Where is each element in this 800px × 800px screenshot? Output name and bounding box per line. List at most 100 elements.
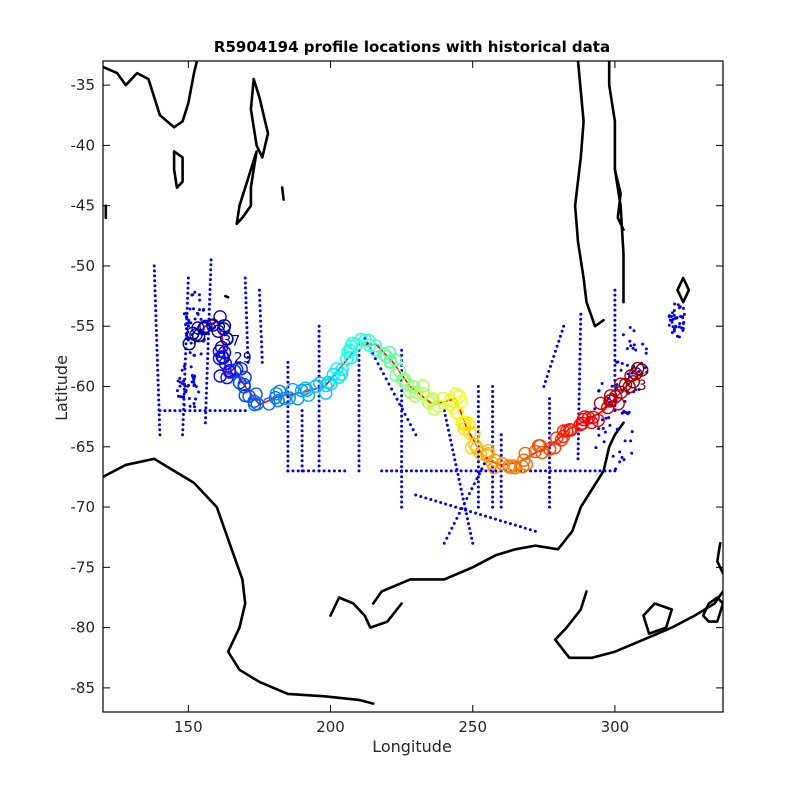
historical-point <box>553 349 557 353</box>
historical-point <box>207 307 211 311</box>
historical-point <box>400 449 404 453</box>
historical-point <box>317 459 321 463</box>
historical-point <box>178 376 182 380</box>
historical-point <box>245 336 249 340</box>
historical-point <box>156 368 160 372</box>
historical-point <box>153 289 157 293</box>
historical-point <box>548 402 551 405</box>
historical-point <box>177 394 180 398</box>
profile-marker <box>626 375 640 389</box>
historical-point <box>382 372 385 376</box>
historical-point <box>613 293 617 297</box>
historical-point <box>491 440 495 444</box>
profile-marker <box>309 379 323 393</box>
historical-point <box>357 394 361 397</box>
historical-point <box>301 469 305 473</box>
historical-point <box>332 469 336 473</box>
historical-point <box>208 283 212 287</box>
historical-point <box>429 498 433 501</box>
historical-point <box>186 338 190 342</box>
historical-point <box>568 469 572 473</box>
historical-point <box>489 516 492 520</box>
historical-point <box>187 383 191 387</box>
historical-point <box>476 490 480 494</box>
historical-point <box>644 347 648 351</box>
y-tick-label: -40 <box>71 136 96 154</box>
historical-point <box>482 462 486 466</box>
historical-point <box>286 405 290 409</box>
historical-point <box>260 345 264 349</box>
historical-point <box>204 391 208 395</box>
coastline-4 <box>642 602 674 635</box>
historical-point <box>603 469 607 473</box>
profile-marker <box>191 321 205 335</box>
profile-label: 36 <box>208 318 226 334</box>
historical-point <box>616 360 620 364</box>
historical-point <box>400 414 404 418</box>
historical-point <box>499 448 503 452</box>
historical-point <box>209 263 213 267</box>
historical-point <box>578 367 582 371</box>
historical-point <box>357 404 361 408</box>
historical-point <box>667 323 671 327</box>
historical-point <box>625 363 629 367</box>
historical-point <box>157 413 161 417</box>
historical-point <box>474 511 478 515</box>
profile-marker <box>502 459 516 473</box>
historical-point <box>204 396 208 400</box>
historical-point <box>184 323 187 327</box>
historical-point <box>405 469 408 473</box>
profile-marker <box>330 362 344 376</box>
historical-point <box>206 337 210 341</box>
historical-point <box>182 403 186 407</box>
coastline-9 <box>613 168 625 232</box>
historical-point <box>317 324 321 328</box>
historical-point <box>470 536 474 540</box>
historical-point <box>286 380 290 384</box>
historical-point <box>548 490 551 494</box>
historical-point <box>185 306 189 310</box>
historical-point <box>615 427 619 431</box>
historical-point <box>286 410 290 414</box>
historical-point <box>410 469 413 473</box>
historical-point <box>259 329 263 333</box>
profile-marker <box>368 339 382 353</box>
historical-point <box>576 447 580 451</box>
historical-point <box>157 418 161 422</box>
profile-marker <box>199 319 213 333</box>
historical-point <box>499 433 503 437</box>
historical-point <box>414 469 418 473</box>
historical-point <box>534 469 537 473</box>
historical-point <box>447 531 451 535</box>
historical-point <box>156 363 159 367</box>
historical-point <box>424 469 428 473</box>
profile-marker <box>535 445 549 460</box>
historical-point <box>459 469 463 473</box>
historical-point <box>578 372 582 376</box>
historical-point <box>197 390 201 394</box>
historical-point <box>577 382 581 386</box>
historical-point <box>338 469 342 473</box>
profile-marker <box>586 410 600 424</box>
historical-point <box>244 306 248 310</box>
historical-point <box>618 460 622 464</box>
historical-point <box>667 315 671 318</box>
historical-point <box>154 319 158 322</box>
historical-point <box>476 465 480 469</box>
historical-point <box>611 454 615 458</box>
profile-marker <box>449 387 463 401</box>
y-tick-label: -35 <box>71 76 96 94</box>
historical-point <box>467 492 471 496</box>
historical-point <box>193 374 197 378</box>
historical-point <box>233 409 237 413</box>
historical-point <box>228 409 232 413</box>
historical-point <box>300 454 304 458</box>
historical-point <box>186 286 190 290</box>
historical-point <box>317 364 321 368</box>
historical-point <box>400 490 404 494</box>
historical-point <box>192 402 196 405</box>
historical-point <box>208 302 211 306</box>
historical-point <box>203 421 207 425</box>
historical-point <box>286 469 290 473</box>
historical-point <box>491 430 495 434</box>
